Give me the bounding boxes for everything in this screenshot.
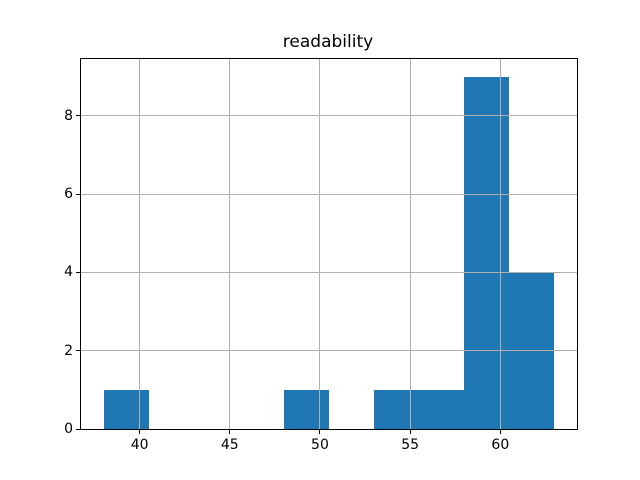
x-gridline	[409, 59, 411, 429]
y-tick-mark	[76, 115, 80, 117]
histogram-bar	[283, 389, 329, 429]
histogram-bar	[464, 76, 510, 429]
y-gridline	[81, 193, 577, 195]
x-tick-mark	[499, 430, 501, 434]
x-tick-label: 50	[311, 437, 329, 453]
y-tick-label: 6	[64, 186, 73, 203]
histogram-bar	[419, 389, 465, 429]
x-tick-mark	[229, 430, 231, 434]
x-tick-mark	[139, 430, 141, 434]
histogram-bar	[103, 389, 149, 429]
x-gridline	[499, 59, 501, 429]
y-gridline	[81, 115, 577, 117]
y-tick-mark	[76, 271, 80, 273]
y-tick-mark	[76, 428, 80, 430]
histogram-bar	[374, 389, 420, 429]
plot-area: 40 45 50 55 60 0 2 4 6 8	[64, 58, 578, 453]
x-tick-label: 60	[491, 437, 510, 453]
x-tick-label: 55	[401, 437, 420, 453]
y-tick-mark	[76, 350, 80, 352]
x-tick-mark	[409, 430, 411, 434]
x-tick-label: 45	[220, 437, 239, 453]
chart-title: readability	[282, 32, 374, 52]
x-tick-label: 40	[130, 437, 149, 453]
x-gridline	[229, 59, 231, 429]
x-gridline	[319, 59, 321, 429]
y-tick-label: 2	[64, 342, 73, 359]
y-tick-label: 8	[64, 107, 73, 124]
y-gridline	[81, 271, 577, 273]
x-tick-mark	[319, 430, 321, 434]
y-gridline	[81, 350, 577, 352]
y-tick-label: 4	[64, 264, 73, 281]
y-tick-label: 0	[64, 421, 73, 437]
x-gridline	[139, 59, 141, 429]
y-tick-mark	[76, 193, 80, 195]
